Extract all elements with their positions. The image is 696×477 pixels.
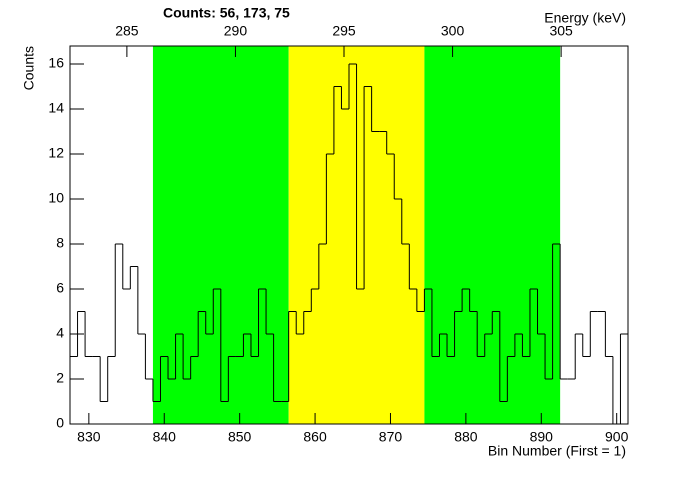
x2-tick-label: 290 — [224, 23, 248, 39]
plot-frame — [69, 45, 629, 425]
x2-tick-label: 285 — [115, 23, 139, 39]
x-tick-label: 870 — [379, 429, 403, 445]
chart-title: Counts: 56, 173, 75 — [163, 5, 290, 21]
y-tick-label: 2 — [56, 370, 64, 386]
y-tick-label: 6 — [56, 280, 64, 296]
x-tick-label: 880 — [454, 429, 478, 445]
y-tick-label: 12 — [48, 145, 64, 161]
y-tick-label: 16 — [48, 55, 64, 71]
y-tick-label: 14 — [48, 100, 64, 116]
y-tick-label: 4 — [56, 325, 64, 341]
y-tick-label: 10 — [48, 190, 64, 206]
x-tick-label: 850 — [228, 429, 252, 445]
x-tick-label: 860 — [303, 429, 327, 445]
x-tick-label: 840 — [153, 429, 177, 445]
x2-tick-label: 305 — [549, 23, 573, 39]
region — [424, 46, 561, 424]
y-tick-label: 0 — [56, 415, 64, 431]
y-tick-label: 8 — [56, 235, 64, 251]
x-tick-label: 890 — [530, 429, 554, 445]
x2-tick-label: 300 — [441, 23, 465, 39]
x-tick-label: 830 — [77, 429, 101, 445]
x-axis-label: Bin Number (First = 1) — [488, 443, 626, 459]
y-axis-label: Counts — [21, 46, 37, 90]
x-tick-label: 900 — [605, 429, 629, 445]
x2-axis-label: Energy (keV) — [544, 10, 626, 26]
histogram — [70, 63, 628, 425]
x2-tick-label: 295 — [332, 23, 356, 39]
